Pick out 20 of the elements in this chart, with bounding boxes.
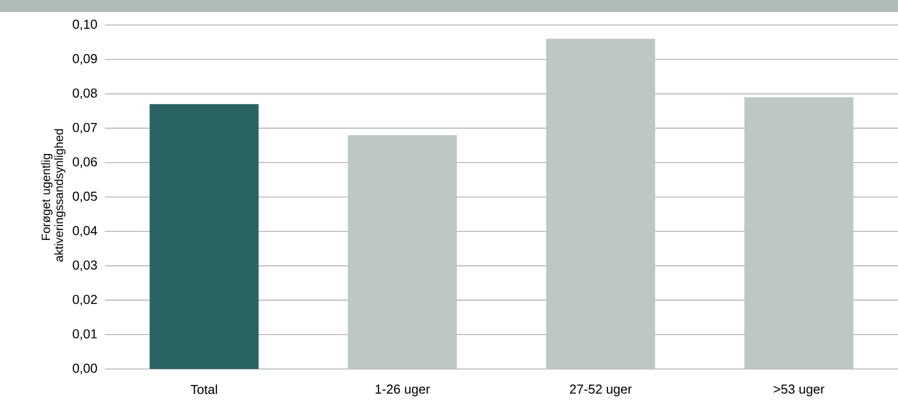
y-tick-label: 0,00 (72, 364, 97, 374)
bar (744, 97, 854, 369)
y-tick-label: 0,05 (72, 192, 97, 202)
x-tick-label: 1-26 uger (376, 384, 430, 396)
bar (348, 135, 457, 369)
y-tick-label: 0,01 (72, 329, 97, 340)
x-tick-label: >53 uger (774, 384, 824, 396)
y-tick-label: 0,06 (72, 157, 97, 168)
y-tick-label: 0,08 (72, 88, 97, 100)
y-tick-label: 0,07 (72, 122, 97, 134)
y-tick-label: 0,09 (72, 54, 97, 65)
y-axis-title: Forøget ugentlig aktiveringssandsynlighed (41, 129, 66, 262)
y-tick-label: 0,03 (72, 260, 97, 272)
bar (150, 104, 259, 369)
y-tick-label: 0,04 (72, 226, 98, 237)
y-tick-label: 0,10 (72, 20, 97, 30)
y-tick-label: 0,02 (72, 294, 97, 306)
x-tick-label: Total (190, 384, 217, 394)
bar (546, 38, 656, 369)
x-tick-label: 27-52 uger (570, 384, 632, 396)
